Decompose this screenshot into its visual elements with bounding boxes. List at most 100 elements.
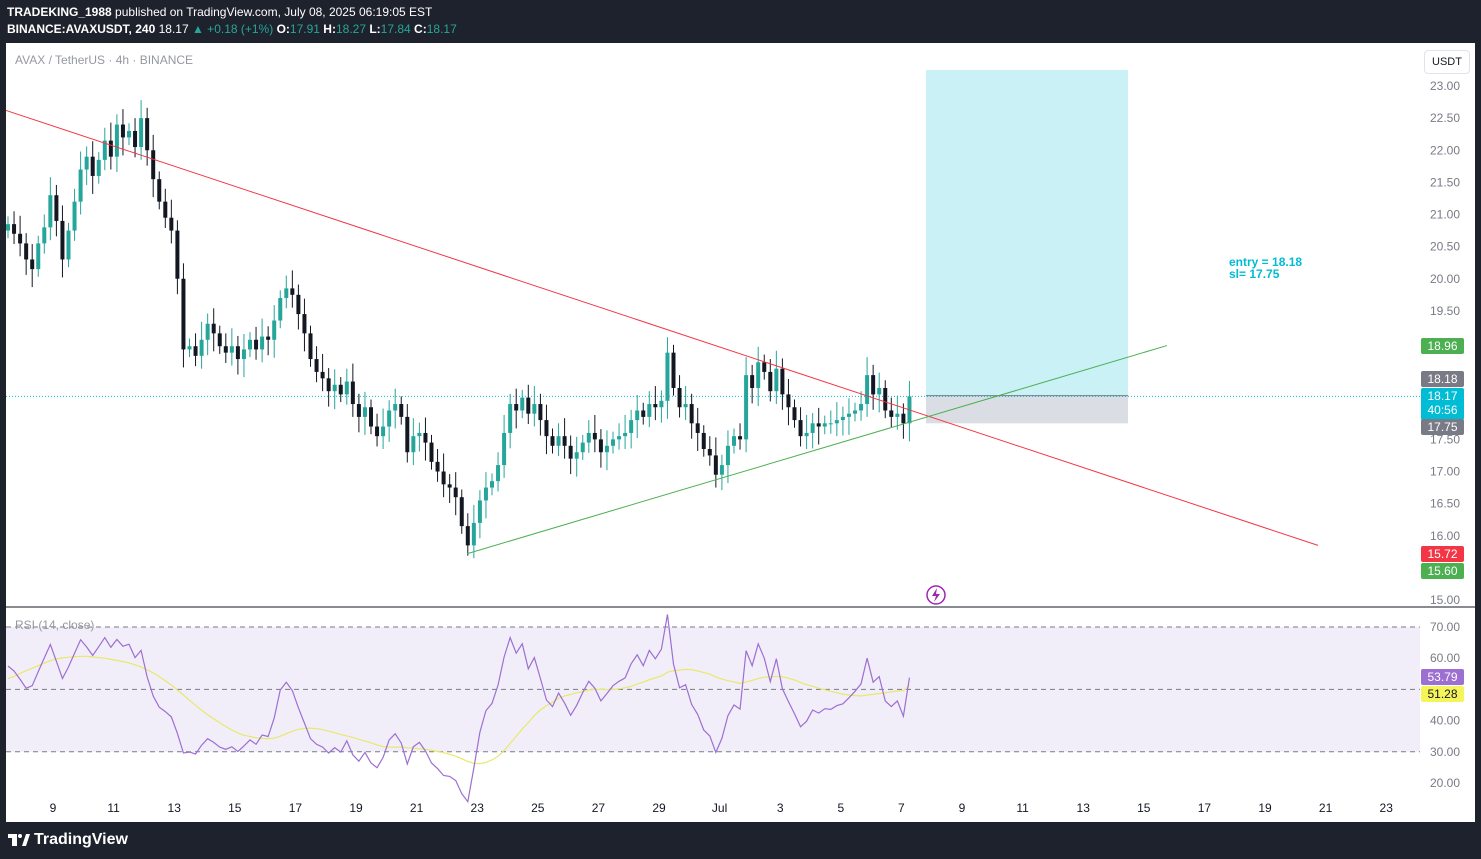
candle-body bbox=[54, 195, 59, 221]
date-axis-label: 9 bbox=[959, 801, 966, 815]
candle-body bbox=[163, 201, 168, 218]
candle-body bbox=[477, 500, 482, 523]
candle bbox=[598, 429, 603, 468]
symbol-ohlc-line: BINANCE:AVAXUSDT, 240 18.17 ▲ +0.18 (+1%… bbox=[7, 21, 1474, 38]
candle-body bbox=[60, 220, 65, 260]
candle bbox=[387, 400, 392, 442]
candle bbox=[901, 403, 906, 439]
candle bbox=[441, 453, 446, 498]
candle bbox=[375, 413, 380, 447]
candle-body bbox=[296, 294, 301, 315]
candle-body bbox=[544, 420, 549, 437]
author-name[interactable]: TRADEKING_1988 bbox=[7, 5, 112, 19]
candle-body bbox=[580, 442, 585, 453]
candle bbox=[623, 414, 628, 450]
target-price-tag: 18.96 bbox=[1421, 338, 1464, 354]
candle bbox=[66, 222, 71, 268]
open-label: O: bbox=[276, 22, 290, 36]
price-axis-label: 20.50 bbox=[1430, 240, 1460, 254]
candle bbox=[604, 430, 609, 471]
candle bbox=[12, 211, 17, 245]
candle bbox=[145, 107, 150, 166]
candle bbox=[114, 114, 119, 173]
candle-body bbox=[574, 452, 579, 459]
candle bbox=[774, 350, 779, 405]
price-axis-label: 19.50 bbox=[1430, 304, 1460, 318]
candle bbox=[356, 393, 361, 433]
date-axis-label: 13 bbox=[1077, 801, 1091, 815]
candle bbox=[308, 325, 313, 367]
candle bbox=[592, 414, 597, 453]
candle-body bbox=[36, 243, 41, 270]
candle bbox=[96, 152, 101, 184]
candle-body bbox=[707, 449, 712, 456]
candle bbox=[665, 337, 670, 419]
candle bbox=[611, 431, 615, 454]
candle-body bbox=[695, 423, 700, 433]
candle bbox=[671, 344, 676, 396]
candle-body bbox=[798, 420, 803, 437]
candle-body bbox=[302, 314, 307, 334]
candle-body bbox=[611, 439, 615, 446]
candle-body bbox=[169, 217, 174, 231]
bar-countdown: 40:56 bbox=[1427, 403, 1458, 417]
candle bbox=[181, 263, 186, 368]
candle bbox=[725, 430, 730, 484]
candle bbox=[108, 122, 113, 170]
candle bbox=[84, 146, 89, 185]
candle-body bbox=[133, 130, 138, 148]
candle bbox=[502, 414, 507, 478]
date-axis-label: 11 bbox=[107, 801, 120, 815]
lightning-icon bbox=[932, 588, 940, 602]
candle-body bbox=[423, 432, 428, 443]
candle-body bbox=[284, 288, 289, 299]
candle bbox=[532, 386, 537, 427]
candle bbox=[744, 357, 749, 453]
candle-body bbox=[453, 487, 458, 498]
candle-body bbox=[665, 352, 670, 401]
brand-name: TradingView bbox=[34, 831, 128, 848]
currency-button[interactable]: USDT bbox=[1424, 50, 1470, 74]
candle-body bbox=[356, 404, 361, 417]
candle-body bbox=[205, 323, 210, 340]
low-label: L: bbox=[369, 22, 381, 36]
rsi-axis-label: 20.00 bbox=[1430, 776, 1460, 790]
candle bbox=[635, 395, 640, 439]
candle-body bbox=[471, 522, 476, 546]
candle-body bbox=[338, 384, 343, 395]
candle bbox=[853, 402, 857, 422]
candle bbox=[411, 418, 416, 466]
candle-body bbox=[653, 404, 658, 408]
tradingview-logo[interactable]: TradingView bbox=[8, 831, 128, 849]
candle-body bbox=[762, 362, 767, 372]
candle-body bbox=[629, 420, 634, 433]
candle bbox=[157, 171, 162, 210]
date-axis-label: 9 bbox=[50, 801, 57, 815]
rsi-axis-label: 30.00 bbox=[1430, 745, 1460, 759]
rsi-ma-value-tag: 51.28 bbox=[1421, 686, 1464, 702]
candle bbox=[6, 216, 10, 239]
candle bbox=[846, 398, 851, 435]
candle-body bbox=[623, 432, 628, 437]
last-price-value: 18.17 bbox=[1427, 389, 1458, 403]
candle bbox=[133, 118, 138, 158]
candle-body bbox=[502, 432, 507, 466]
trade-annotation[interactable]: entry = 18.18 sl= 17.75 bbox=[1229, 256, 1302, 280]
candle-body bbox=[828, 423, 833, 425]
price-axis-label: 16.50 bbox=[1430, 497, 1460, 511]
candle-body bbox=[901, 413, 906, 424]
rsi-ma-line bbox=[7, 655, 910, 765]
date-axis-label: 15 bbox=[1137, 801, 1151, 815]
candle bbox=[526, 384, 531, 424]
date-axis-label: 7 bbox=[898, 801, 905, 815]
date-axis-label: 17 bbox=[289, 801, 303, 815]
candle-body bbox=[48, 195, 53, 228]
candle-body bbox=[840, 416, 845, 421]
candle bbox=[629, 409, 634, 449]
candle bbox=[707, 436, 712, 466]
candle bbox=[520, 389, 525, 419]
candle bbox=[423, 417, 428, 461]
candle-body bbox=[592, 432, 597, 440]
candle-body bbox=[744, 375, 749, 440]
